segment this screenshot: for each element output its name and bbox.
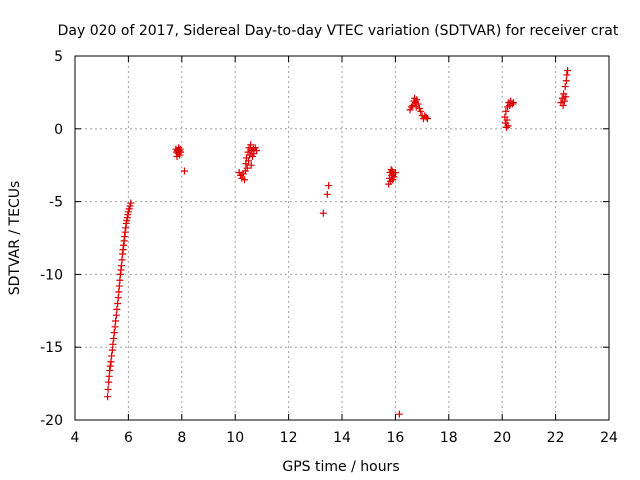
data-point: [559, 102, 567, 110]
data-point: [109, 340, 117, 348]
data-point: [247, 141, 255, 149]
data-point: [414, 100, 422, 108]
data-point: [502, 123, 510, 131]
axis-ticks: [74, 55, 610, 421]
data-point: [104, 385, 112, 393]
data-point: [564, 67, 572, 75]
data-point: [110, 329, 118, 337]
y-tick-label: -10: [40, 267, 63, 283]
y-tick-label: 5: [54, 49, 63, 65]
data-point: [508, 100, 516, 108]
data-point: [395, 410, 403, 418]
data-point: [417, 107, 425, 115]
x-tick-label: 8: [177, 430, 186, 446]
data-point: [108, 352, 116, 360]
y-tick-label: -5: [49, 195, 63, 211]
x-tick-label: 18: [440, 430, 458, 446]
data-point: [423, 115, 431, 123]
data-point: [245, 157, 253, 165]
x-tick-label: 16: [386, 430, 404, 446]
y-axis-tick-labels: 5 0 -5 -10 -15 -20: [40, 49, 63, 429]
data-point: [503, 116, 511, 124]
data-point: [253, 147, 261, 155]
x-tick-label: 6: [124, 430, 133, 446]
data-point: [127, 199, 135, 207]
data-point: [241, 176, 249, 184]
x-tick-label: 14: [333, 430, 351, 446]
data-point: [391, 168, 399, 176]
data-point: [243, 164, 251, 172]
x-axis-tick-labels: 4 6 8 10 12 14 16 18 20 22 24: [71, 430, 618, 446]
data-point: [106, 362, 114, 370]
y-axis-label: SDTVAR / TECUs: [7, 181, 23, 296]
x-tick-label: 12: [280, 430, 298, 446]
data-point: [325, 182, 333, 190]
data-point: [113, 305, 121, 313]
y-tick-label: -20: [40, 413, 63, 429]
data-point: [562, 93, 570, 101]
data-point: [561, 83, 569, 91]
y-tick-label: 0: [54, 122, 63, 138]
chart-title: Day 020 of 2017, Sidereal Day-to-day VTE…: [58, 23, 619, 39]
data-point: [422, 113, 430, 121]
data-point: [319, 209, 327, 217]
data-point: [247, 161, 255, 169]
data-point: [390, 173, 398, 181]
grid: [75, 56, 609, 420]
data-point: [504, 122, 512, 130]
y-tick-label: -15: [40, 340, 63, 356]
data-point: [413, 96, 421, 104]
data-point: [177, 148, 185, 156]
data-point: [112, 317, 120, 325]
data-point: [323, 190, 331, 198]
data-point: [180, 167, 188, 175]
data-point: [563, 71, 571, 79]
data-point: [502, 107, 510, 115]
x-tick-label: 10: [226, 430, 244, 446]
x-tick-label: 20: [493, 430, 511, 446]
data-point: [560, 97, 568, 105]
data-point: [104, 393, 112, 401]
x-tick-label: 4: [71, 430, 80, 446]
x-axis-label: GPS time / hours: [282, 459, 399, 475]
x-tick-label: 22: [547, 430, 565, 446]
x-tick-label: 24: [600, 430, 618, 446]
data-points: [104, 67, 572, 418]
data-point: [509, 99, 517, 107]
